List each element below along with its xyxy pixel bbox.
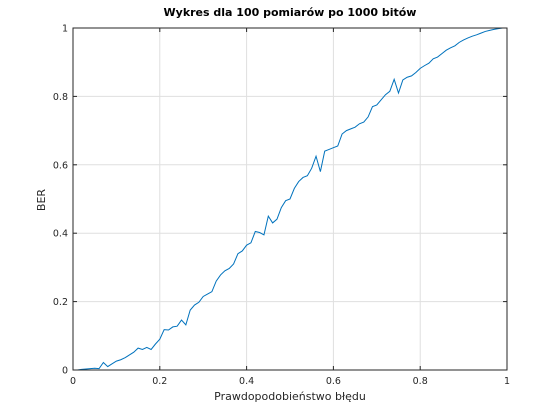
grid-lines: [73, 28, 507, 370]
ber-series-line: [73, 27, 507, 371]
x-tick-label: 0.2: [152, 376, 167, 387]
x-axis-label: Prawdopodobieństwo błędu: [214, 390, 366, 403]
x-tick-label: 0.4: [239, 376, 254, 387]
tick-labels: 0 0.2 0.4 0.6 0.8 1 0 0.2 0.4 0.6 0.8 1: [53, 24, 510, 388]
plot-area-frame: [72, 27, 508, 371]
x-tick-label: 1: [504, 376, 510, 387]
x-tick-label: 0: [70, 376, 76, 387]
y-tick-label: 0.8: [53, 92, 68, 103]
series-layer: [73, 27, 507, 371]
axes: [72, 27, 508, 371]
y-tick-label: 1: [62, 24, 68, 35]
chart-title: Wykres dla 100 pomiarów po 1000 bitów: [164, 6, 417, 19]
y-tick-label: 0.4: [53, 229, 68, 240]
y-tick-label: 0.6: [53, 160, 68, 171]
x-tick-label: 0.8: [413, 376, 428, 387]
y-tick-label: 0.2: [53, 297, 68, 308]
y-tick-label: 0: [62, 366, 68, 377]
x-tick-label: 0.6: [326, 376, 341, 387]
y-axis-label: BER: [35, 189, 48, 211]
